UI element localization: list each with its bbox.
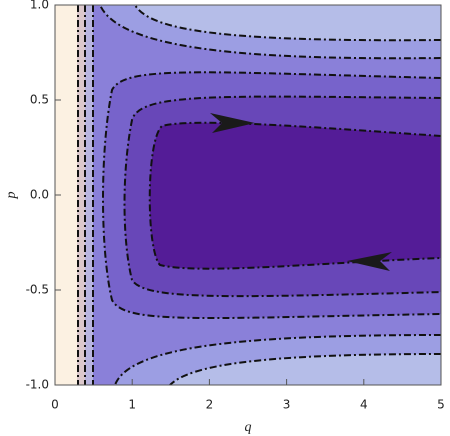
contour-fill: [55, 5, 441, 385]
x-tick-label: 2: [206, 398, 214, 412]
y-tick-label: 0.5: [30, 93, 49, 107]
contour-line: [99, 5, 441, 60]
y-axis-title: p: [4, 192, 19, 200]
flow-arrow: [347, 252, 392, 271]
contour-line: [123, 95, 441, 298]
band: [149, 122, 441, 269]
y-tick-label: -0.5: [26, 283, 49, 297]
y-tick-label: -1.0: [26, 378, 49, 392]
y-tick-label: 0.0: [30, 188, 49, 202]
contour-lines: [77, 5, 441, 385]
contour-line: [169, 353, 441, 385]
band: [77, 5, 85, 385]
x-tick-label: 1: [128, 398, 136, 412]
flow-arrow: [210, 113, 255, 133]
x-tick-label: 4: [360, 398, 368, 412]
contour-line: [134, 5, 441, 42]
x-tick-label: 3: [283, 398, 291, 412]
band: [85, 5, 93, 385]
y-tick-label: 1.0: [30, 0, 49, 12]
x-axis-title: q: [245, 420, 252, 435]
x-tick-label: 0: [51, 398, 59, 412]
contour-line: [114, 334, 441, 385]
x-tick-label: 5: [437, 398, 445, 412]
contour-line: [148, 121, 441, 270]
